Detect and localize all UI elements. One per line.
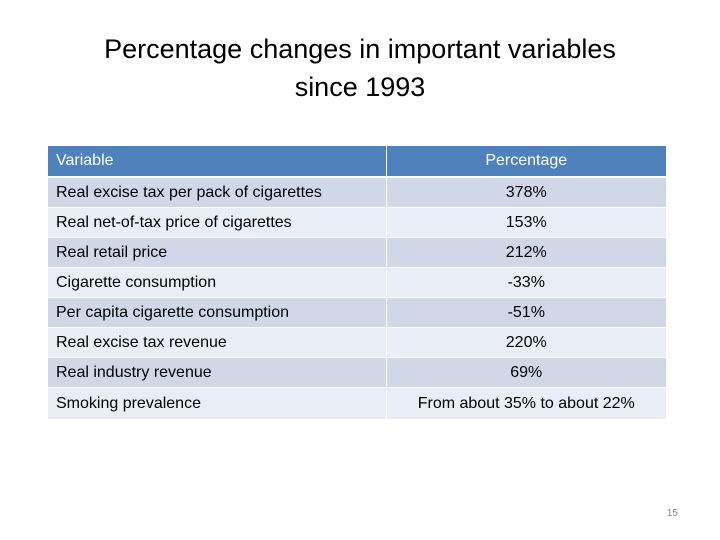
row-percentage: 153%	[386, 207, 666, 238]
row-percentage: 220%	[386, 327, 666, 358]
row-variable: Smoking prevalence	[48, 387, 387, 420]
table-body: Real excise tax per pack of cigarettes 3…	[48, 176, 666, 420]
percentage-changes-table: Variable Percentage Real excise tax per …	[48, 146, 666, 420]
row-percentage: 378%	[386, 176, 666, 208]
table-row: Smoking prevalence From about 35% to abo…	[48, 387, 666, 420]
table-row: Real retail price 212%	[48, 237, 666, 268]
header-variable: Variable	[48, 146, 387, 178]
data-table-container: Variable Percentage Real excise tax per …	[48, 146, 666, 420]
row-percentage: From about 35% to about 22%	[386, 387, 666, 420]
row-variable: Real net-of-tax price of cigarettes	[48, 207, 387, 238]
row-percentage: -33%	[386, 267, 666, 298]
slide-title-line-2: since 1993	[294, 72, 426, 102]
table-row: Per capita cigarette consumption -51%	[48, 297, 666, 328]
table-row: Real excise tax revenue 220%	[48, 327, 666, 358]
row-variable: Cigarette consumption	[48, 267, 387, 298]
table-header: Variable Percentage	[48, 146, 666, 178]
row-variable: Real excise tax per pack of cigarettes	[48, 176, 387, 208]
header-percentage: Percentage	[386, 146, 666, 178]
row-variable: Real retail price	[48, 237, 387, 268]
table-row: Cigarette consumption -33%	[48, 267, 666, 298]
slide-title-line-1: Percentage changes in important variable…	[104, 34, 616, 64]
row-percentage: 212%	[386, 237, 666, 268]
row-variable: Real industry revenue	[48, 357, 387, 388]
table-header-row: Variable Percentage	[48, 146, 666, 178]
table-row: Real industry revenue 69%	[48, 357, 666, 388]
row-variable: Real excise tax revenue	[48, 327, 387, 358]
page-number: 15	[666, 508, 678, 519]
row-percentage: 69%	[386, 357, 666, 388]
table-row: Real excise tax per pack of cigarettes 3…	[48, 176, 666, 208]
slide-title: Percentage changes in important variable…	[40, 30, 680, 106]
table-row: Real net-of-tax price of cigarettes 153%	[48, 207, 666, 238]
row-percentage: -51%	[386, 297, 666, 328]
row-variable: Per capita cigarette consumption	[48, 297, 387, 328]
